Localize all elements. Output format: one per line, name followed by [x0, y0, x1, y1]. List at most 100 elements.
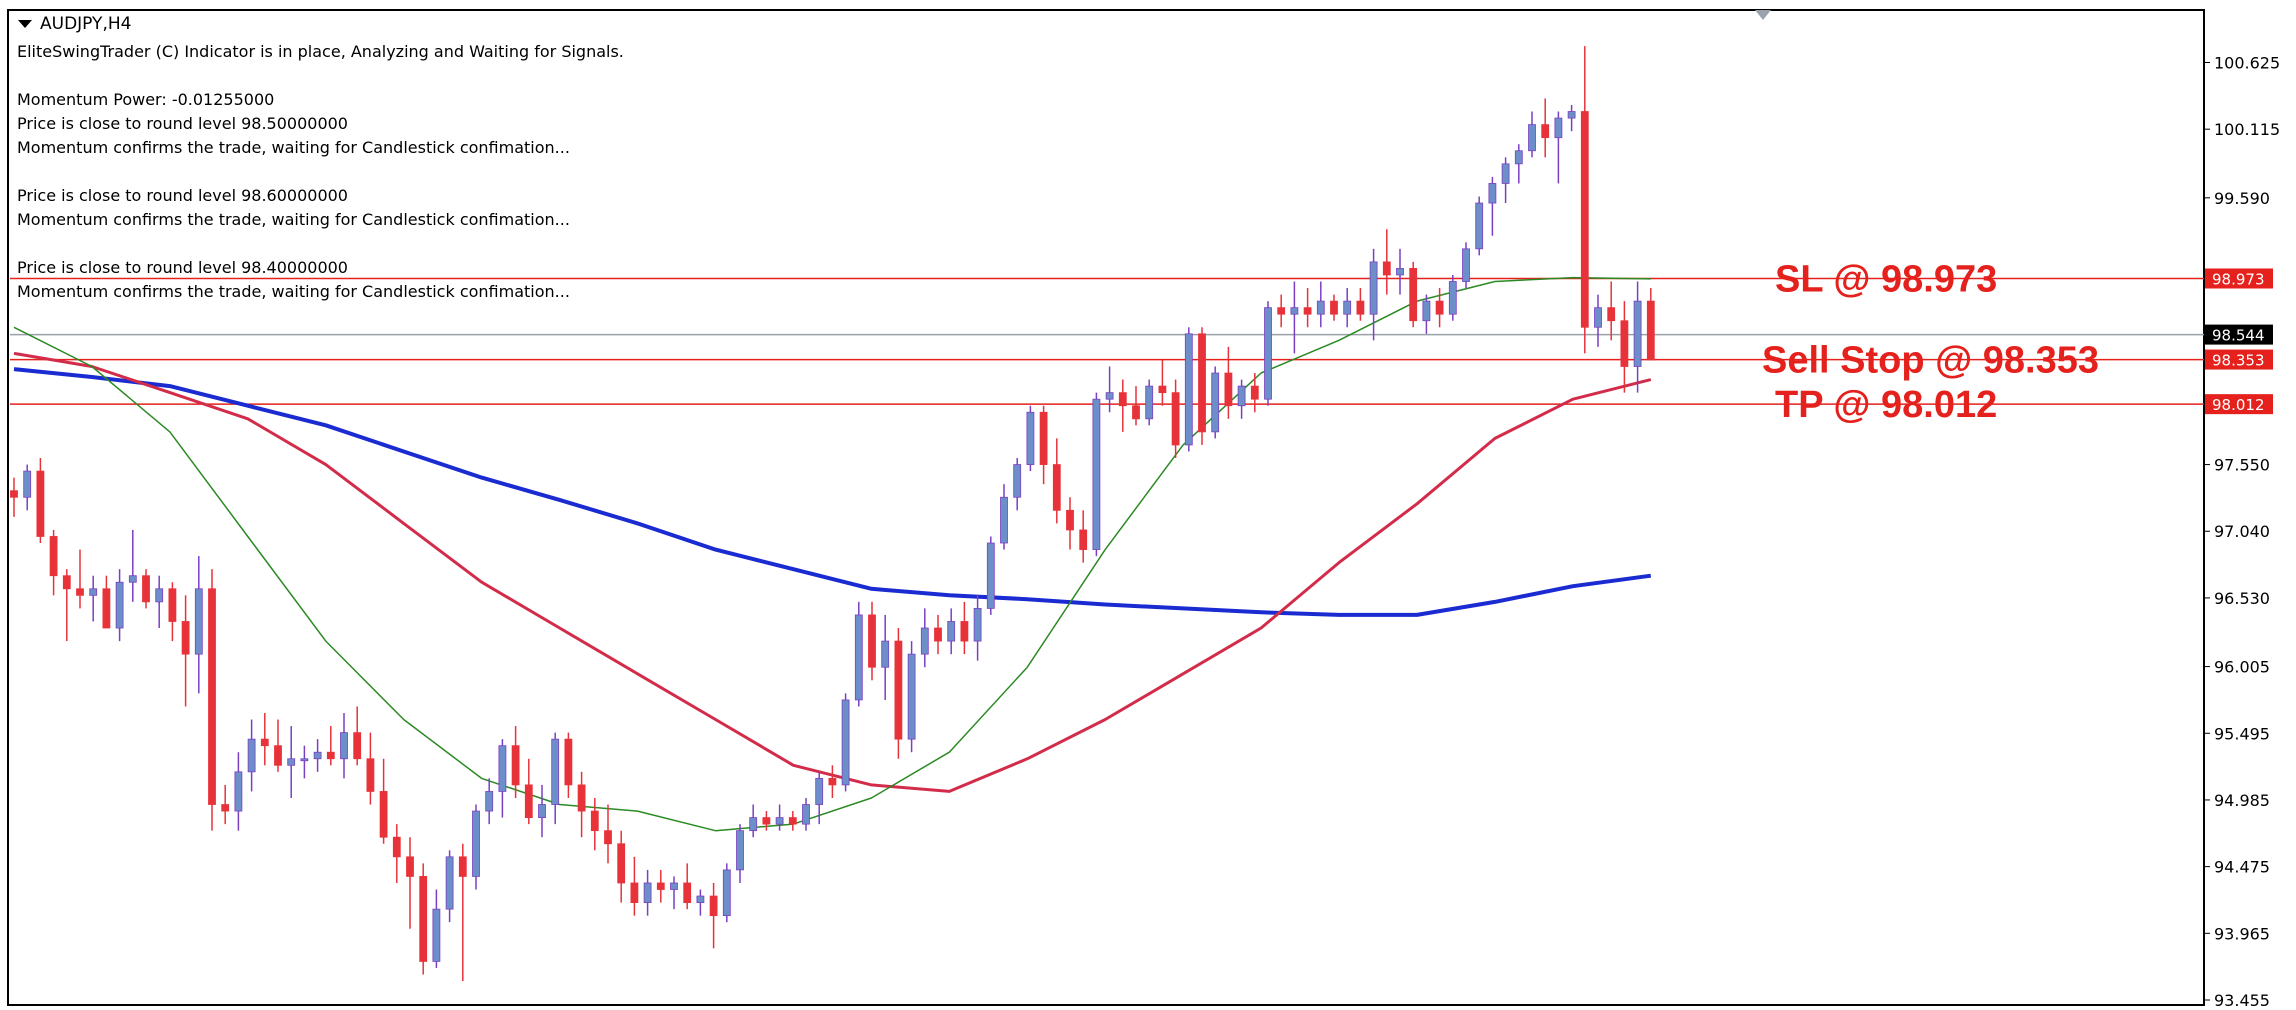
- candle-body: [89, 588, 98, 596]
- candle-body: [155, 588, 164, 603]
- candle-body: [643, 882, 652, 903]
- candle-body: [221, 804, 230, 812]
- candle-body: [630, 882, 639, 903]
- candle-body: [1290, 307, 1299, 315]
- candle-body: [1409, 268, 1418, 322]
- candle-body: [683, 882, 692, 903]
- price-tag: [2205, 268, 2273, 289]
- y-tick-label: 94.475: [2214, 858, 2270, 877]
- candle-body: [854, 614, 863, 701]
- candle-body: [511, 745, 520, 786]
- candle-body: [432, 908, 441, 962]
- ma-mid-line: [13, 351, 1652, 793]
- info-line: Momentum confirms the trade, waiting for…: [17, 282, 570, 301]
- candle-body: [1158, 385, 1167, 394]
- info-line: Price is close to round level 98.6000000…: [17, 186, 348, 205]
- candle-body: [868, 614, 876, 668]
- candle-body: [1224, 372, 1233, 407]
- candle-body: [1343, 300, 1352, 315]
- candle-body: [23, 470, 32, 498]
- price-tag: [2205, 349, 2273, 370]
- candle-body: [1514, 150, 1523, 165]
- candle-body: [326, 751, 335, 760]
- y-tick-label: 97.040: [2214, 522, 2270, 541]
- info-line: Price is close to round level 98.5000000…: [17, 114, 348, 133]
- candle-body: [49, 536, 58, 577]
- y-tick-label: 96.005: [2214, 658, 2270, 677]
- candle-body: [986, 542, 995, 609]
- candle-body: [1462, 248, 1470, 282]
- candle-body: [1237, 385, 1246, 407]
- candle-body: [1132, 405, 1140, 420]
- candle-body: [894, 640, 903, 740]
- y-tick-label: 94.985: [2214, 791, 2270, 810]
- candle-body: [1541, 124, 1550, 139]
- candle-body: [577, 784, 586, 812]
- candle-body: [379, 791, 388, 838]
- candles-layer: [10, 46, 1655, 982]
- candle-body: [709, 895, 718, 917]
- candle-body: [1026, 411, 1035, 465]
- candle-body: [1264, 307, 1272, 400]
- candle-body: [802, 804, 810, 825]
- candle-body: [538, 804, 546, 818]
- price-tag: [2205, 394, 2273, 415]
- candle-body: [1198, 333, 1206, 433]
- info-line: Momentum confirms the trade, waiting for…: [17, 138, 570, 157]
- candle-body: [590, 810, 599, 832]
- candle-body: [551, 738, 560, 805]
- candle-body: [1118, 392, 1127, 407]
- candle-body: [353, 732, 362, 760]
- candle-body: [419, 876, 428, 962]
- candle-body: [1066, 509, 1074, 531]
- candle-body: [115, 581, 124, 629]
- candle-body: [1554, 117, 1563, 139]
- candle-body: [722, 869, 731, 917]
- candle-body: [76, 588, 84, 596]
- y-tick-label: 93.965: [2214, 924, 2270, 943]
- candle-body: [604, 830, 612, 845]
- price-tag: [2205, 324, 2273, 345]
- candle-body: [234, 771, 243, 812]
- candle-body: [1567, 111, 1576, 119]
- candle-body: [1092, 398, 1101, 550]
- candle-body: [749, 817, 758, 832]
- candle-body: [1475, 202, 1484, 250]
- window-menu-icon[interactable]: [18, 20, 32, 28]
- y-tick-label: 99.590: [2214, 189, 2270, 208]
- price-axis: 100.625 100.115 99.590 97.550 97.040 96.530 96…: [2204, 53, 2280, 1010]
- candle-body: [617, 843, 626, 884]
- candle-body: [1396, 268, 1404, 276]
- candle-body: [762, 817, 771, 825]
- y-tick-label: 100.625: [2214, 53, 2280, 72]
- moving-averages-layer: [13, 276, 1652, 832]
- info-line: Price is close to round level 98.4000000…: [17, 258, 348, 277]
- candle-body: [1501, 163, 1510, 184]
- sell-stop-label: Sell Stop @ 98.353: [1762, 340, 2099, 382]
- price-tag-label: 98.012: [2212, 396, 2265, 414]
- candle-body: [788, 817, 797, 825]
- candle-body: [1039, 411, 1048, 465]
- candle-body: [656, 882, 665, 890]
- price-tag-label: 98.353: [2212, 352, 2265, 370]
- candle-body: [1052, 464, 1061, 511]
- candle-body: [1620, 320, 1629, 367]
- candle-body: [1171, 392, 1180, 446]
- candle-body: [1079, 529, 1088, 550]
- candle-body: [1145, 385, 1154, 420]
- price-tag-label: 98.973: [2212, 271, 2265, 289]
- candle-body: [406, 856, 414, 877]
- candle-body: [1277, 307, 1286, 315]
- candle-body: [1013, 464, 1022, 498]
- candle-body: [1316, 300, 1325, 315]
- chart-shift-marker-icon[interactable]: [1755, 10, 1771, 20]
- candle-body: [947, 621, 956, 642]
- candle-body: [828, 777, 837, 786]
- candle-body: [775, 817, 784, 825]
- candle-body: [445, 856, 454, 910]
- candle-body: [736, 830, 744, 871]
- sl-label: SL @ 98.973: [1775, 259, 1997, 301]
- candle-body: [128, 575, 137, 583]
